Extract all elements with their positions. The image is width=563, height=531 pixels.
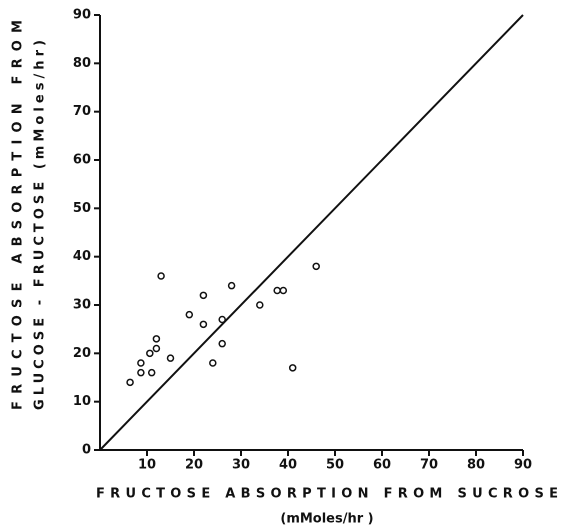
point	[279, 286, 288, 295]
y-tick-label: 20	[73, 346, 91, 361]
point	[227, 281, 236, 290]
y-tick-label: 30	[73, 298, 91, 313]
point	[147, 368, 156, 377]
y-tick-label: 40	[73, 249, 91, 264]
point	[126, 378, 134, 387]
point	[166, 354, 175, 362]
point	[137, 368, 145, 377]
y-tick-label: 60	[73, 153, 91, 168]
point	[273, 286, 281, 295]
point	[218, 315, 226, 324]
x-axis-label: FRUCTOSE ABSORPTION FROM SUCROSE	[96, 487, 558, 502]
point	[152, 335, 161, 343]
x-tick-label: 90	[514, 458, 532, 473]
y-axis-label: GLUCOSE - FRUCTOSE (mMoles/hr)	[33, 40, 48, 410]
x-axis-label: (mMoles/hr )	[280, 512, 373, 527]
y-tick-label: 10	[73, 394, 91, 409]
y-tick-label: 0	[82, 443, 91, 458]
y-tick-label: 90	[73, 8, 91, 23]
point	[157, 272, 165, 280]
point	[146, 349, 154, 358]
point	[312, 262, 320, 271]
point	[199, 320, 208, 329]
x-tick-label: 70	[420, 458, 438, 473]
point	[256, 301, 264, 309]
x-tick-label: 60	[373, 458, 391, 473]
point	[288, 364, 297, 372]
x-tick-label: 80	[467, 458, 485, 473]
point	[218, 339, 226, 348]
identity-line	[99, 14, 524, 451]
point	[199, 291, 208, 300]
x-tick-label: 10	[138, 458, 156, 473]
x-tick-label: 40	[279, 458, 297, 473]
point	[185, 310, 194, 319]
y-tick-label: 50	[73, 201, 91, 216]
x-tick-label: 20	[185, 458, 203, 473]
y-axis-label: FRUCTOSE ABSORPTION FROM	[11, 20, 26, 410]
y-tick-label: 70	[73, 104, 91, 119]
point	[137, 359, 145, 367]
y-tick-label: 80	[73, 56, 91, 71]
x-tick-label: 50	[326, 458, 344, 473]
point	[152, 344, 161, 353]
point	[209, 359, 217, 367]
x-tick-label: 30	[232, 458, 250, 473]
